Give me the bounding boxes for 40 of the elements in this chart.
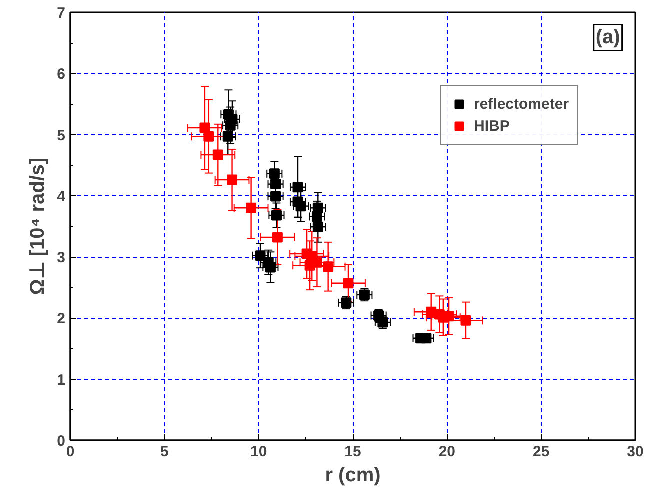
point bbox=[212, 150, 224, 160]
annotation: (a) bbox=[596, 26, 620, 49]
point bbox=[222, 131, 234, 142]
y-tick-label: 7 bbox=[57, 5, 66, 22]
point bbox=[225, 120, 236, 131]
legend-label: HIBP bbox=[474, 118, 510, 134]
point bbox=[270, 191, 282, 202]
point bbox=[444, 311, 454, 322]
y-tick-label: 6 bbox=[57, 66, 66, 84]
point bbox=[227, 174, 238, 186]
point bbox=[292, 182, 304, 193]
x-tick-label: 20 bbox=[438, 444, 456, 460]
point bbox=[265, 262, 276, 273]
point bbox=[296, 201, 306, 212]
point bbox=[343, 278, 354, 289]
y-tick-label: 3 bbox=[57, 250, 66, 267]
y-tick-label: 5 bbox=[57, 127, 66, 144]
y-axis-title: Ω⊥ [10⁴ rad/s] bbox=[27, 158, 50, 296]
point bbox=[204, 131, 214, 142]
point bbox=[460, 315, 472, 326]
point bbox=[421, 333, 432, 344]
point bbox=[312, 211, 322, 222]
y-tick-label: 0 bbox=[57, 433, 66, 450]
point bbox=[272, 232, 283, 243]
x-axis-title: r (cm) bbox=[325, 464, 381, 486]
x-tick-label: 30 bbox=[627, 444, 644, 460]
point bbox=[271, 210, 282, 221]
point bbox=[312, 222, 324, 232]
y-tick-label: 2 bbox=[57, 310, 66, 328]
y-tick-label: 4 bbox=[57, 188, 66, 206]
legend-label: reflectometer bbox=[474, 96, 570, 112]
point bbox=[270, 179, 282, 190]
x-tick-label: 15 bbox=[344, 444, 362, 460]
y-tick-label: 1 bbox=[57, 372, 66, 389]
point bbox=[255, 250, 266, 262]
x-tick-label: 25 bbox=[532, 444, 550, 460]
x-tick-label: 10 bbox=[250, 444, 268, 460]
point bbox=[246, 202, 257, 214]
point bbox=[269, 168, 280, 180]
x-tick-label: 5 bbox=[160, 444, 169, 460]
